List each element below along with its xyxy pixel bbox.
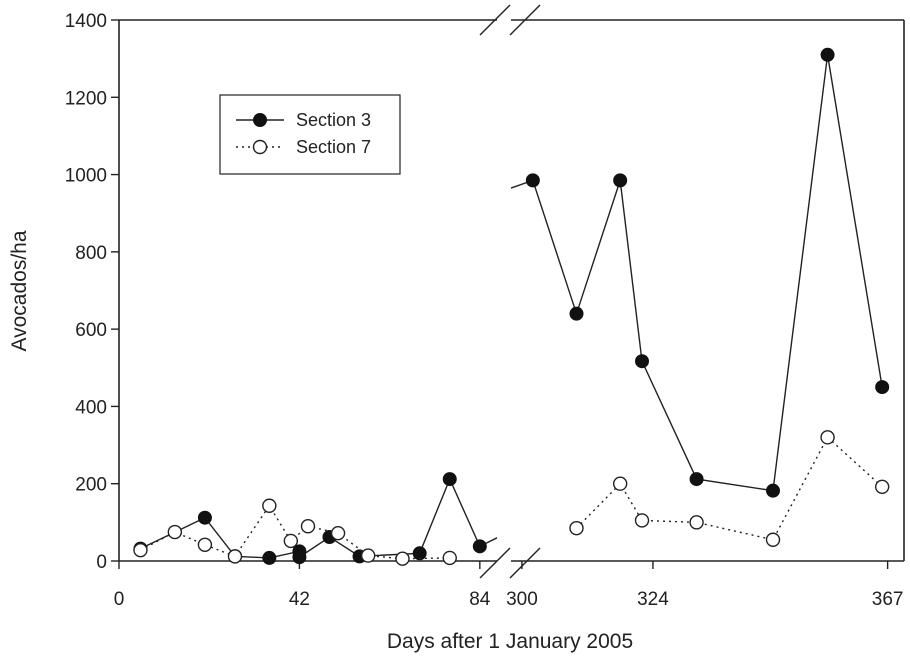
x-tick-label: 84: [469, 589, 491, 610]
data-point: [396, 552, 409, 565]
data-point: [876, 480, 889, 493]
data-point: [134, 544, 147, 557]
y-tick-label: 1000: [65, 166, 107, 187]
data-point: [362, 549, 375, 562]
data-point: [302, 520, 315, 533]
y-tick-label: 0: [96, 552, 107, 573]
data-point: [473, 540, 486, 553]
legend-box: [220, 95, 400, 174]
data-point: [767, 533, 780, 546]
x-tick-label: 0: [114, 589, 125, 610]
x-tick-label: 324: [637, 589, 669, 610]
data-point: [570, 522, 583, 535]
data-point: [636, 355, 649, 368]
y-tick-label: 600: [75, 320, 107, 341]
data-point: [293, 551, 306, 564]
y-tick-label: 400: [75, 397, 107, 418]
y-axis-title: Avocados/ha: [8, 230, 31, 351]
legend-marker: [254, 114, 267, 127]
data-point: [198, 538, 211, 551]
data-point: [443, 473, 456, 486]
data-point: [614, 174, 627, 187]
data-point: [332, 527, 345, 540]
data-point: [690, 516, 703, 529]
data-point: [443, 551, 456, 564]
data-point: [263, 499, 276, 512]
data-point: [767, 484, 780, 497]
y-tick-label: 800: [75, 243, 107, 264]
x-tick-label: 42: [289, 589, 310, 610]
data-point: [198, 511, 211, 524]
y-tick-label: 1200: [65, 88, 107, 109]
x-axis-title: Days after 1 January 2005: [387, 630, 633, 653]
data-point: [821, 48, 834, 61]
y-tick-label: 200: [75, 475, 107, 496]
data-point: [263, 551, 276, 564]
data-point: [570, 307, 583, 320]
legend-label: Section 7: [296, 137, 371, 157]
legend-label: Section 3: [296, 110, 371, 130]
data-point: [614, 477, 627, 490]
data-point: [876, 381, 889, 394]
data-point: [284, 534, 297, 547]
legend-marker: [254, 141, 267, 154]
x-tick-label: 300: [506, 589, 538, 610]
legend: Section 3 Section 7: [220, 95, 400, 174]
y-tick-label: 1400: [65, 11, 107, 32]
data-point: [168, 526, 181, 539]
data-point: [228, 550, 241, 563]
data-point: [636, 514, 649, 527]
data-point: [821, 431, 834, 444]
data-point: [526, 174, 539, 187]
data-point: [690, 473, 703, 486]
x-tick-label: 367: [872, 589, 904, 610]
